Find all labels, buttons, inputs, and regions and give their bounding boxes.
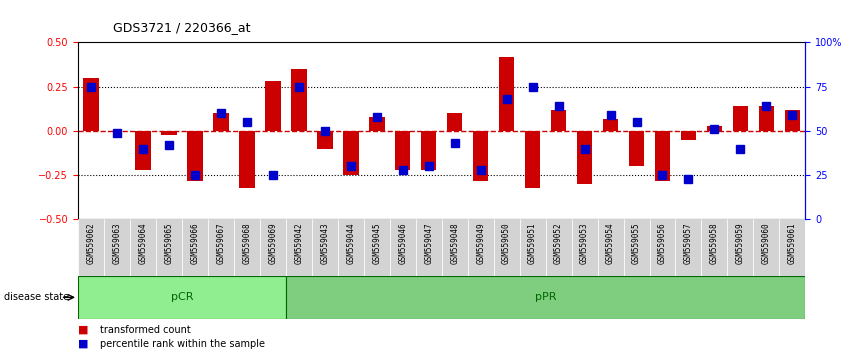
FancyBboxPatch shape [78,276,286,319]
Bar [265,81,281,131]
Text: GSM559052: GSM559052 [554,222,563,264]
Bar [525,131,540,188]
Text: GSM559069: GSM559069 [268,222,277,264]
Text: ■: ■ [78,325,88,335]
FancyBboxPatch shape [468,219,494,276]
FancyBboxPatch shape [286,276,805,319]
FancyBboxPatch shape [650,219,675,276]
Text: GSM559047: GSM559047 [424,222,433,264]
Text: GSM559066: GSM559066 [191,222,199,264]
Text: GSM559053: GSM559053 [580,222,589,264]
FancyBboxPatch shape [494,219,520,276]
Bar [759,106,774,131]
Text: disease state: disease state [4,292,69,302]
Bar [421,131,436,170]
Text: GSM559044: GSM559044 [346,222,355,264]
Text: GSM559046: GSM559046 [398,222,407,264]
FancyBboxPatch shape [182,219,208,276]
Bar [499,57,514,131]
Text: GSM559043: GSM559043 [320,222,329,264]
FancyBboxPatch shape [286,219,312,276]
Bar [187,131,203,181]
Text: GSM559068: GSM559068 [242,222,251,264]
FancyBboxPatch shape [338,219,364,276]
Text: GSM559065: GSM559065 [165,222,173,264]
Bar [213,113,229,131]
FancyBboxPatch shape [546,219,572,276]
FancyBboxPatch shape [390,219,416,276]
Text: GSM559055: GSM559055 [632,222,641,264]
FancyBboxPatch shape [624,219,650,276]
FancyBboxPatch shape [78,219,104,276]
Bar [473,131,488,181]
Text: GSM559057: GSM559057 [684,222,693,264]
Text: GSM559061: GSM559061 [788,222,797,264]
Text: ■: ■ [78,339,88,349]
FancyBboxPatch shape [442,219,468,276]
FancyBboxPatch shape [572,219,598,276]
Text: percentile rank within the sample: percentile rank within the sample [100,339,265,349]
Bar [447,113,462,131]
Text: GSM559064: GSM559064 [139,222,147,264]
Text: GSM559051: GSM559051 [528,222,537,264]
Bar [551,110,566,131]
FancyBboxPatch shape [675,219,701,276]
FancyBboxPatch shape [727,219,753,276]
FancyBboxPatch shape [779,219,805,276]
FancyBboxPatch shape [364,219,390,276]
Bar [83,78,99,131]
Bar [707,126,722,131]
Text: GSM559045: GSM559045 [372,222,381,264]
Bar [681,131,696,140]
FancyBboxPatch shape [104,219,130,276]
Text: GDS3721 / 220366_at: GDS3721 / 220366_at [113,21,250,34]
FancyBboxPatch shape [598,219,624,276]
Text: GSM559048: GSM559048 [450,222,459,264]
Bar [655,131,670,181]
Text: GSM559056: GSM559056 [658,222,667,264]
Bar [135,131,151,170]
Bar [733,106,748,131]
Text: GSM559062: GSM559062 [87,222,95,264]
Bar [603,119,618,131]
FancyBboxPatch shape [753,219,779,276]
Bar [395,131,410,170]
Bar [317,131,333,149]
FancyBboxPatch shape [701,219,727,276]
FancyBboxPatch shape [234,219,260,276]
Bar [343,131,359,175]
Text: GSM559063: GSM559063 [113,222,121,264]
Bar [291,69,307,131]
Bar [369,117,385,131]
Text: pPR: pPR [535,292,556,302]
Text: GSM559059: GSM559059 [736,222,745,264]
Bar [577,131,592,184]
Text: GSM559058: GSM559058 [710,222,719,264]
FancyBboxPatch shape [416,219,442,276]
Text: GSM559060: GSM559060 [762,222,771,264]
Text: GSM559049: GSM559049 [476,222,485,264]
Text: pCR: pCR [171,292,193,302]
FancyBboxPatch shape [130,219,156,276]
Text: GSM559042: GSM559042 [294,222,303,264]
Text: GSM559054: GSM559054 [606,222,615,264]
Text: transformed count: transformed count [100,325,191,335]
Bar [239,131,255,188]
Text: GSM559067: GSM559067 [216,222,225,264]
FancyBboxPatch shape [156,219,182,276]
FancyBboxPatch shape [208,219,234,276]
FancyBboxPatch shape [260,219,286,276]
Text: GSM559050: GSM559050 [502,222,511,264]
Bar [161,131,177,135]
FancyBboxPatch shape [520,219,546,276]
Bar [785,110,800,131]
Bar [629,131,644,166]
FancyBboxPatch shape [312,219,338,276]
